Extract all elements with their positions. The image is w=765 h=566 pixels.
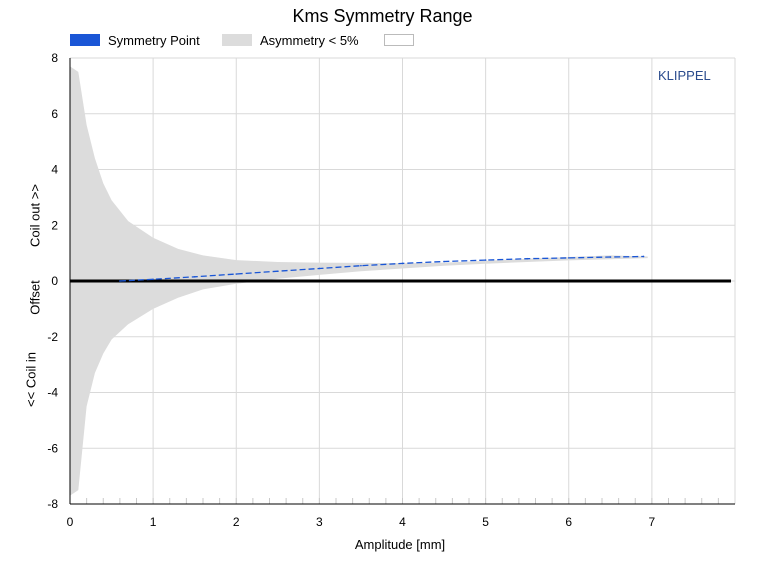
brand-label: KLIPPEL <box>658 68 711 83</box>
x-tick-label: 3 <box>316 515 323 529</box>
y-axis-label-coil-out: Coil out >> <box>27 184 43 247</box>
legend-swatch-asymmetry <box>222 34 252 46</box>
chart-title: Kms Symmetry Range <box>292 6 473 26</box>
x-tick-label: 0 <box>67 515 74 529</box>
symmetry-point-marker <box>277 270 279 273</box>
symmetry-point-marker <box>193 276 196 278</box>
series-symmetry-point-line <box>119 255 644 282</box>
symmetry-point-marker <box>526 257 528 260</box>
y-tick-label: 2 <box>51 218 58 232</box>
legend-swatch-symmetry-point <box>70 34 100 46</box>
x-tick-label: 5 <box>482 515 489 529</box>
y-tick-label: 6 <box>51 107 58 121</box>
symmetry-point-marker <box>152 278 154 281</box>
x-axis-label: Amplitude [mm] <box>354 537 446 552</box>
symmetry-point-marker <box>401 262 404 265</box>
x-tick-label: 1 <box>150 515 157 529</box>
symmetry-point-marker <box>318 267 321 270</box>
symmetry-point-marker <box>119 280 121 282</box>
y-tick-label: -8 <box>47 497 58 511</box>
symmetry-point-marker <box>609 256 612 258</box>
symmetry-point-marker <box>567 257 570 259</box>
y-tick-label: 8 <box>51 51 58 65</box>
y-tick-label: 0 <box>51 274 58 288</box>
x-tick-label: 7 <box>649 515 656 529</box>
y-tick-label: -6 <box>47 441 58 455</box>
y-tick-label: -4 <box>47 386 58 400</box>
legend-label-asymmetry: Asymmetry < 5% <box>260 33 359 48</box>
y-tick-label: 4 <box>51 163 58 177</box>
y-tick-label: -2 <box>47 330 58 344</box>
symmetry-point-marker <box>642 255 645 258</box>
legend-label-symmetry-point: Symmetry Point <box>108 33 200 48</box>
legend-swatch-empty <box>384 34 414 46</box>
x-tick-label: 4 <box>399 515 406 529</box>
symmetry-point-marker <box>360 264 362 267</box>
x-tick-label: 6 <box>565 515 572 529</box>
x-tick-label: 2 <box>233 515 240 529</box>
symmetry-point-marker <box>484 259 487 261</box>
symmetry-point-marker <box>235 273 238 275</box>
symmetry-point-marker <box>443 260 445 263</box>
